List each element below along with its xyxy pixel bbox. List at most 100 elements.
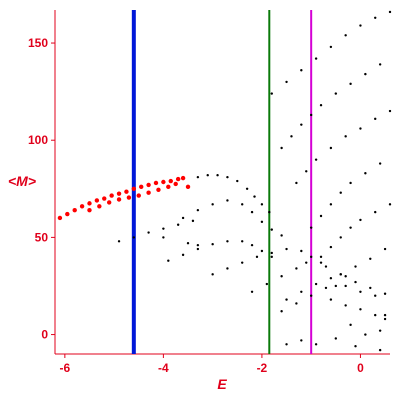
point-s1-63 bbox=[285, 80, 288, 84]
point-s1-69 bbox=[374, 16, 377, 19]
point-s1-68 bbox=[359, 24, 362, 27]
point-s1-29 bbox=[196, 247, 200, 251]
point-s1-21 bbox=[162, 227, 165, 230]
point-s0-23 bbox=[126, 195, 132, 200]
point-s1-102 bbox=[334, 284, 338, 288]
point-s1-60 bbox=[359, 290, 362, 294]
y-tick-label-1: 50 bbox=[35, 230, 49, 244]
point-s1-48 bbox=[295, 267, 298, 270]
point-s1-77 bbox=[349, 82, 352, 86]
point-s1-85 bbox=[359, 127, 362, 130]
point-s1-114 bbox=[359, 308, 362, 311]
point-s0-2 bbox=[72, 207, 77, 213]
point-s1-0 bbox=[196, 175, 200, 179]
point-s1-79 bbox=[378, 63, 382, 66]
point-s1-10 bbox=[196, 208, 200, 212]
point-s0-12 bbox=[146, 182, 151, 188]
point-s0-3 bbox=[79, 204, 85, 209]
point-s1-123 bbox=[314, 343, 318, 346]
point-s1-14 bbox=[250, 210, 254, 214]
point-s1-125 bbox=[354, 345, 357, 348]
point-s0-5 bbox=[94, 198, 100, 203]
point-s1-40 bbox=[270, 251, 273, 255]
point-s1-58 bbox=[324, 286, 328, 290]
point-s0-28 bbox=[173, 181, 178, 187]
point-s1-9 bbox=[181, 216, 185, 220]
point-s1-104 bbox=[354, 265, 357, 268]
point-s1-78 bbox=[364, 72, 367, 76]
point-s1-23 bbox=[191, 219, 195, 223]
point-s1-35 bbox=[270, 255, 273, 259]
point-s1-18 bbox=[117, 240, 121, 243]
point-s1-19 bbox=[132, 236, 136, 239]
point-s1-118 bbox=[364, 333, 367, 336]
point-s1-100 bbox=[374, 210, 377, 214]
point-s0-24 bbox=[136, 193, 141, 198]
data-points bbox=[57, 10, 392, 352]
point-s1-22 bbox=[176, 223, 180, 226]
point-s1-73 bbox=[300, 123, 303, 126]
point-s0-26 bbox=[156, 187, 161, 192]
point-s1-124 bbox=[334, 337, 338, 340]
point-s1-30 bbox=[211, 242, 214, 246]
point-s1-34 bbox=[260, 249, 264, 253]
point-s0-20 bbox=[97, 204, 102, 209]
point-s0-0 bbox=[57, 215, 63, 221]
point-s0-9 bbox=[124, 189, 129, 194]
point-s1-27 bbox=[167, 259, 170, 262]
point-s0-27 bbox=[166, 184, 171, 190]
point-s0-1 bbox=[65, 211, 70, 217]
point-s0-18 bbox=[185, 184, 191, 190]
point-s1-117 bbox=[349, 323, 352, 327]
point-s1-20 bbox=[147, 231, 150, 234]
point-s1-5 bbox=[245, 187, 249, 191]
point-s1-111 bbox=[383, 292, 387, 295]
point-s1-98 bbox=[349, 226, 352, 229]
point-s1-126 bbox=[378, 348, 382, 352]
point-s0-6 bbox=[102, 196, 107, 201]
point-s1-15 bbox=[260, 220, 264, 224]
y-tick-label-3: 150 bbox=[28, 36, 48, 50]
point-s1-37 bbox=[226, 267, 229, 270]
point-s0-21 bbox=[106, 200, 112, 205]
point-s1-31 bbox=[226, 240, 229, 243]
vertical-lines bbox=[131, 10, 313, 354]
point-s1-41 bbox=[285, 247, 288, 251]
point-s1-50 bbox=[285, 298, 288, 301]
point-s0-19 bbox=[87, 207, 92, 213]
point-s0-4 bbox=[87, 201, 92, 206]
point-s1-70 bbox=[388, 10, 392, 14]
point-s0-7 bbox=[109, 193, 114, 198]
point-s1-87 bbox=[388, 109, 392, 113]
tick-labels: -6 -4 -2 0 0 50 100 150 bbox=[28, 36, 364, 375]
point-s1-38 bbox=[241, 261, 244, 264]
point-s1-4 bbox=[236, 179, 239, 183]
point-s1-67 bbox=[344, 34, 347, 37]
x-tick-label-0: -6 bbox=[60, 361, 71, 375]
point-s1-71 bbox=[280, 146, 283, 150]
point-s1-62 bbox=[270, 92, 273, 95]
point-s1-97 bbox=[339, 236, 342, 239]
point-s1-55 bbox=[280, 310, 283, 313]
point-s0-17 bbox=[180, 175, 186, 181]
point-s0-11 bbox=[139, 184, 144, 190]
point-s1-43 bbox=[309, 255, 313, 259]
point-s1-121 bbox=[285, 343, 288, 346]
point-s1-86 bbox=[374, 117, 377, 121]
point-s1-2 bbox=[216, 173, 219, 177]
point-s1-65 bbox=[314, 57, 318, 60]
point-s1-119 bbox=[378, 329, 382, 332]
point-s1-61 bbox=[374, 294, 377, 297]
point-s0-25 bbox=[146, 190, 151, 195]
point-s1-24 bbox=[162, 236, 165, 239]
point-s1-12 bbox=[226, 199, 229, 202]
point-s1-83 bbox=[329, 146, 333, 150]
axes bbox=[51, 10, 390, 358]
point-s1-56 bbox=[295, 302, 298, 305]
point-s1-32 bbox=[241, 240, 244, 243]
point-s1-122 bbox=[300, 339, 303, 342]
point-s1-99 bbox=[359, 218, 362, 222]
point-s1-53 bbox=[329, 277, 333, 280]
point-s1-92 bbox=[349, 181, 352, 185]
